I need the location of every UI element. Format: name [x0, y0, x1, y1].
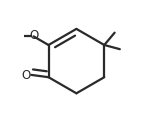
Text: O: O	[22, 68, 31, 81]
Text: O: O	[29, 29, 39, 42]
